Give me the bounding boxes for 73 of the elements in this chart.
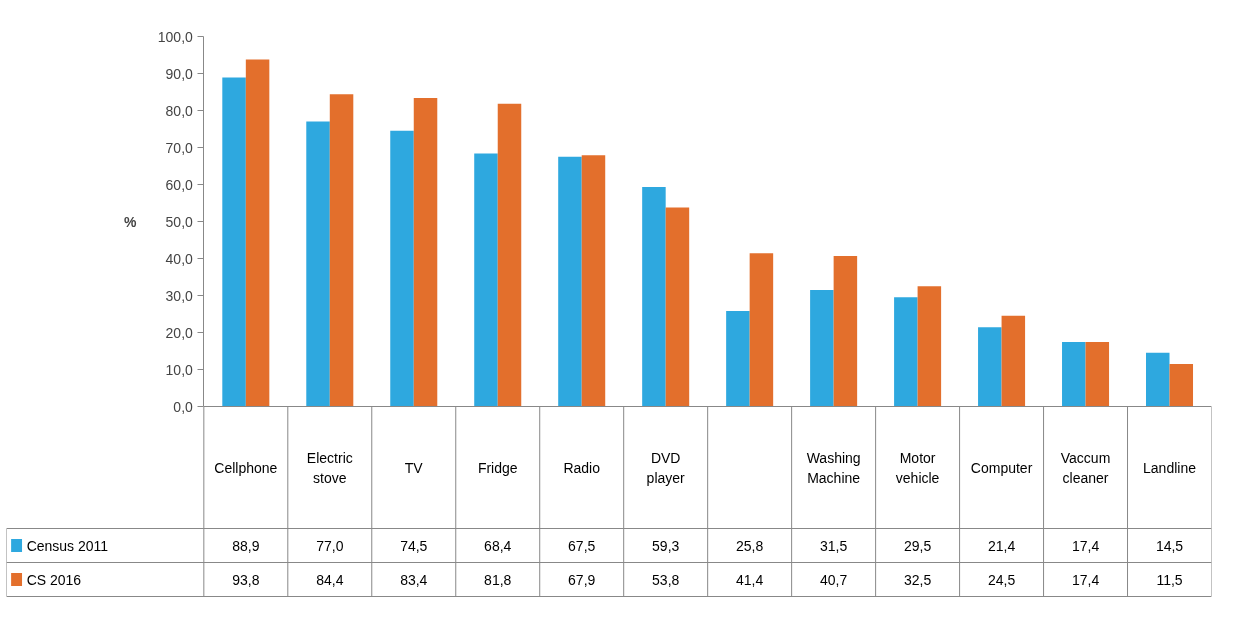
x-tick-label: Washing Machine (806, 449, 861, 486)
data-label: 67,9 (568, 571, 596, 588)
data-label: 14,5 (1155, 537, 1184, 554)
x-tick-label: Cellphone (214, 459, 278, 476)
bar (726, 311, 750, 407)
data-label: 32,5 (903, 571, 932, 588)
y-tick-label: 60,0 (165, 176, 194, 193)
bar (642, 187, 666, 407)
bar (558, 156, 582, 407)
bar (306, 121, 330, 407)
y-axis-title: % (124, 213, 138, 230)
x-tick-label: Motor vehicle (895, 449, 940, 486)
bar (1062, 342, 1086, 407)
legend-label: Census 2011 (26, 537, 109, 554)
x-tick-label: TV (404, 459, 424, 476)
bar (833, 255, 858, 407)
bar (1001, 315, 1026, 407)
y-tick-label: 10,0 (165, 361, 194, 378)
data-label: 81,8 (484, 571, 512, 588)
y-tick-label: 70,0 (165, 139, 194, 156)
x-tick-label: Computer (970, 459, 1033, 476)
bar (749, 253, 774, 407)
data-label: 77,0 (316, 537, 344, 554)
data-label: 31,5 (820, 537, 848, 554)
bar (894, 297, 918, 407)
y-tick-label: 0,0 (173, 398, 194, 415)
bar (497, 103, 522, 407)
data-label: 25,8 (736, 537, 764, 554)
data-label: 17,4 (1071, 537, 1100, 554)
data-label: 24,5 (987, 571, 1016, 588)
bar (1146, 352, 1170, 407)
bar (1169, 363, 1194, 407)
data-label: 93,8 (232, 571, 260, 588)
bar (665, 207, 690, 407)
y-tick-label: 20,0 (165, 324, 194, 341)
data-label: 11,5 (1156, 571, 1183, 588)
bar (917, 286, 942, 407)
y-tick-label: 50,0 (165, 213, 194, 230)
y-tick-label: 100,0 (157, 28, 194, 45)
data-label: 29,5 (903, 537, 932, 554)
bar (390, 130, 414, 407)
y-tick-label: 40,0 (165, 250, 194, 267)
data-label: 21,4 (987, 537, 1016, 554)
data-label: 84,4 (316, 571, 344, 588)
data-label: 59,3 (652, 537, 680, 554)
bar (222, 77, 246, 407)
y-tick-label: 80,0 (165, 102, 194, 119)
data-label: 68,4 (484, 537, 512, 554)
data-label: 88,9 (232, 537, 260, 554)
bar (581, 155, 606, 407)
y-tick-label: 90,0 (165, 65, 194, 82)
x-tick-label: Radio (563, 459, 601, 476)
bar (413, 97, 438, 407)
data-label: 40,7 (820, 571, 848, 588)
bar (329, 94, 354, 407)
x-tick-label: Landline (1143, 459, 1197, 476)
bar (1085, 342, 1110, 407)
bar (978, 327, 1002, 407)
bar (245, 59, 270, 407)
x-tick-label: Fridge (477, 459, 518, 476)
data-label: 41,4 (736, 571, 764, 588)
x-tick-label: Vaccum cleaner (1060, 449, 1111, 486)
data-label: 74,5 (400, 537, 428, 554)
legend-label: CS 2016 (26, 571, 82, 588)
bar (474, 153, 498, 407)
x-tick-label: Electric stove (306, 449, 353, 486)
bar (810, 289, 834, 407)
data-label: 53,8 (652, 571, 680, 588)
data-label: 67,5 (568, 537, 596, 554)
y-tick-label: 30,0 (165, 287, 194, 304)
x-tick-label: DVD player (646, 449, 686, 486)
data-label: 83,4 (400, 571, 428, 588)
data-label: 17,4 (1071, 571, 1100, 588)
